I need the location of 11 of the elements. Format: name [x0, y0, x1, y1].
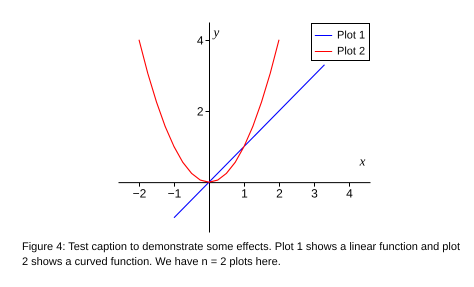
- x-tick-label: −2: [132, 186, 147, 201]
- x-tick-label: −1: [168, 186, 182, 201]
- x-tick-label: 1: [241, 186, 248, 201]
- legend-label: Plot 1: [337, 30, 366, 42]
- legend-label: Plot 2: [337, 46, 366, 58]
- x-axis-title: x: [358, 154, 366, 169]
- x-tick-label: 3: [311, 186, 318, 201]
- x-tick-label: 4: [346, 186, 354, 201]
- x-tick-label: 2: [276, 186, 284, 201]
- caption: Figure 4: Test caption to demonstrate some effects. Plot 1 shows a linear function and plot 2 shows a curved function. We have n = 2 plots here.: [22, 240, 462, 270]
- y-axis-title: y: [212, 24, 220, 40]
